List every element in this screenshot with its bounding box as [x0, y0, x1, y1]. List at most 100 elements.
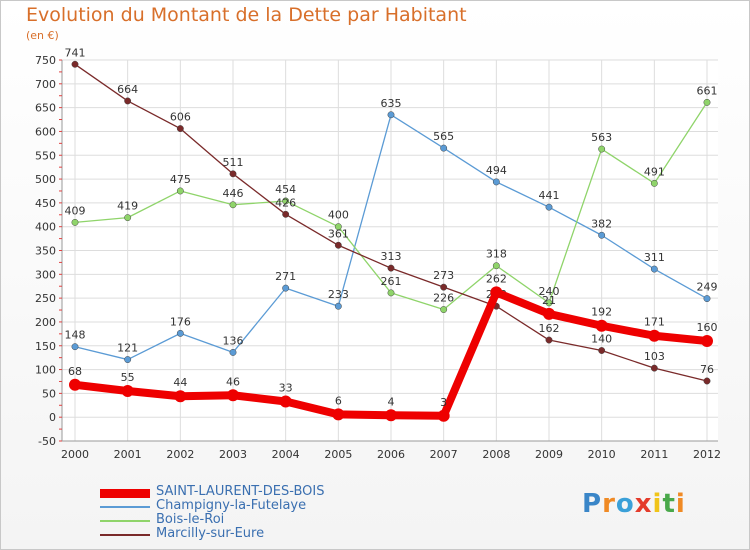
data-point	[545, 203, 553, 211]
data-point	[174, 390, 187, 403]
data-label: 162	[539, 322, 560, 335]
data-label: 491	[644, 165, 665, 178]
proxiti-logo: Proxiti	[582, 489, 686, 519]
data-label: 664	[117, 83, 138, 96]
chart-title: Evolution du Montant de la Dette par Hab…	[26, 4, 467, 26]
data-label: 171	[644, 316, 665, 329]
data-point	[69, 378, 81, 391]
data-point	[282, 210, 290, 218]
data-label: 382	[591, 217, 612, 230]
data-label: 313	[381, 250, 402, 263]
y-tick-label: 600	[35, 125, 56, 138]
data-point	[176, 329, 184, 337]
data-label: 44	[173, 376, 187, 389]
data-point	[124, 97, 132, 105]
x-tick-label: 2006	[377, 448, 405, 461]
data-point	[279, 395, 292, 408]
legend-label: Champigny-la-Futelaye	[156, 498, 307, 513]
data-point	[227, 389, 239, 402]
data-point	[648, 329, 661, 342]
data-label: 565	[433, 130, 454, 143]
x-tick-label: 2001	[114, 448, 142, 461]
data-point	[650, 265, 658, 273]
y-tick-label: 500	[35, 173, 56, 186]
data-point	[492, 262, 500, 270]
data-label: 273	[433, 269, 454, 282]
y-tick-label: 450	[35, 197, 56, 210]
data-point	[334, 241, 342, 249]
data-label: 661	[697, 84, 718, 97]
data-point	[650, 364, 658, 372]
data-point	[387, 289, 395, 297]
data-label: 6	[335, 394, 342, 407]
y-tick-label: 200	[35, 316, 56, 329]
data-label: 262	[486, 272, 507, 285]
data-label: 261	[381, 275, 402, 288]
data-point	[334, 223, 342, 231]
data-point	[440, 144, 448, 152]
line-chart: -50 0 50 100 150 200 250 300 350 400 450 500 550 600 6…	[35, 46, 721, 461]
logo-letter: i	[675, 489, 686, 519]
data-label: 226	[433, 292, 454, 305]
data-point	[701, 334, 713, 347]
data-point	[71, 343, 79, 351]
data-label: 454	[275, 183, 296, 196]
data-point	[595, 319, 608, 332]
data-point	[176, 187, 184, 195]
data-point	[490, 286, 503, 299]
y-tick-label: 550	[35, 149, 56, 162]
data-point	[334, 302, 342, 310]
data-label: 160	[697, 321, 718, 334]
y-tick-label: 50	[42, 387, 56, 400]
data-point	[703, 98, 711, 106]
legend-label: Bois-le-Roi	[156, 512, 225, 527]
data-label: 563	[591, 131, 612, 144]
data-label: 446	[223, 187, 244, 200]
data-label: 148	[65, 329, 86, 342]
data-label: 33	[279, 381, 293, 394]
data-label: 419	[117, 200, 138, 213]
data-point	[650, 179, 658, 187]
data-label: 271	[275, 270, 296, 283]
data-label: 140	[591, 333, 612, 346]
data-point	[543, 307, 555, 320]
data-label: 176	[170, 315, 191, 328]
data-point	[229, 348, 237, 356]
data-label: 4	[388, 395, 395, 408]
data-point	[229, 170, 237, 178]
data-label: 475	[170, 173, 191, 186]
data-point	[385, 409, 397, 422]
data-label: 121	[117, 342, 138, 355]
data-label: 3	[440, 396, 447, 409]
data-point	[703, 377, 711, 385]
data-point	[545, 336, 553, 344]
y-tick-label: 350	[35, 245, 56, 258]
data-point	[598, 231, 606, 239]
data-point	[703, 295, 711, 303]
data-label: 311	[644, 251, 665, 264]
data-point	[176, 125, 184, 133]
legend-swatch	[100, 520, 150, 522]
legend-swatch	[100, 489, 150, 498]
data-point	[124, 356, 132, 364]
y-tick-label: -50	[38, 435, 56, 448]
legend-swatch	[100, 534, 150, 536]
legend-label: SAINT-LAURENT-DES-BOIS	[156, 484, 325, 499]
data-label: 494	[486, 164, 507, 177]
data-label: 76	[700, 363, 714, 376]
y-tick-label: 300	[35, 268, 56, 281]
data-point	[387, 264, 395, 272]
data-point	[71, 60, 79, 68]
data-label: 240	[539, 285, 560, 298]
y-tick-label: 400	[35, 221, 56, 234]
x-tick-label: 2012	[693, 448, 721, 461]
x-tick-label: 2010	[588, 448, 616, 461]
data-label: 46	[226, 375, 240, 388]
x-tick-label: 2004	[272, 448, 300, 461]
data-label: 103	[644, 350, 665, 363]
data-label: 426	[275, 196, 296, 209]
logo-letter: x	[634, 489, 653, 519]
data-point	[282, 284, 290, 292]
data-label: 318	[486, 248, 507, 261]
data-point	[124, 214, 132, 222]
